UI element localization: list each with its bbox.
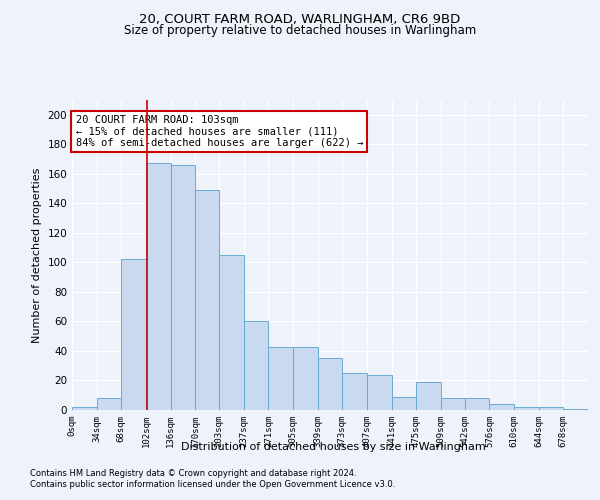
Bar — [367, 374, 392, 410]
Bar — [195, 190, 219, 410]
Bar — [170, 165, 195, 410]
Bar — [244, 322, 268, 410]
Bar — [441, 398, 465, 410]
Text: Distribution of detached houses by size in Warlingham: Distribution of detached houses by size … — [181, 442, 485, 452]
Bar — [121, 260, 146, 410]
Bar — [416, 382, 441, 410]
Bar — [514, 407, 539, 410]
Bar — [72, 407, 97, 410]
Bar — [490, 404, 514, 410]
Bar — [146, 164, 170, 410]
Bar — [539, 407, 563, 410]
Bar — [465, 398, 490, 410]
Bar — [563, 408, 588, 410]
Text: Contains HM Land Registry data © Crown copyright and database right 2024.: Contains HM Land Registry data © Crown c… — [30, 468, 356, 477]
Bar — [293, 346, 317, 410]
Text: 20 COURT FARM ROAD: 103sqm
← 15% of detached houses are smaller (111)
84% of sem: 20 COURT FARM ROAD: 103sqm ← 15% of deta… — [76, 115, 363, 148]
Bar — [219, 255, 244, 410]
Text: Size of property relative to detached houses in Warlingham: Size of property relative to detached ho… — [124, 24, 476, 37]
Bar — [343, 373, 367, 410]
Bar — [97, 398, 121, 410]
Bar — [268, 346, 293, 410]
Bar — [317, 358, 343, 410]
Y-axis label: Number of detached properties: Number of detached properties — [32, 168, 42, 342]
Bar — [392, 396, 416, 410]
Bar — [588, 407, 600, 410]
Text: Contains public sector information licensed under the Open Government Licence v3: Contains public sector information licen… — [30, 480, 395, 489]
Text: 20, COURT FARM ROAD, WARLINGHAM, CR6 9BD: 20, COURT FARM ROAD, WARLINGHAM, CR6 9BD — [139, 12, 461, 26]
